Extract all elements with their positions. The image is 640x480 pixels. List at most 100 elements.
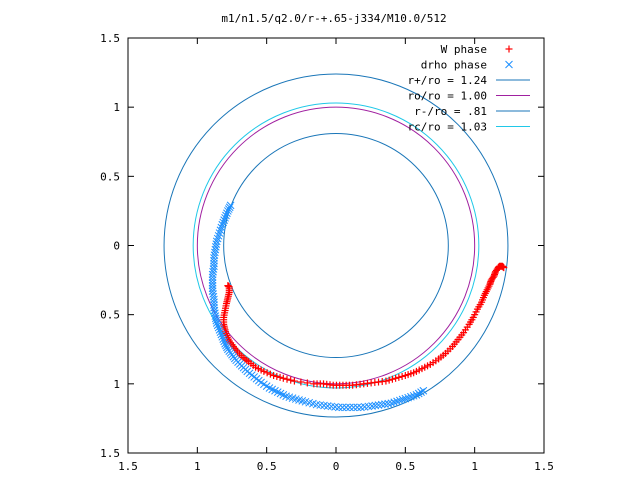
w-phase-point [287, 376, 295, 384]
w-phase-point [303, 379, 311, 387]
drho-phase-point [342, 403, 351, 412]
drho-phase-point [213, 321, 222, 330]
legend-label: drho phase [421, 59, 487, 72]
drho-phase-point [223, 207, 232, 215]
drho-phase-point [222, 211, 230, 220]
drho-phase-point [323, 402, 332, 410]
y-tick-label: 1.5 [100, 32, 120, 45]
legend-label: r+/ro = 1.24 [408, 74, 488, 87]
series-layer [208, 201, 508, 412]
drho-phase-point [221, 339, 229, 348]
legend-label: W phase [441, 43, 487, 56]
y-tick-label: 0.5 [100, 309, 120, 322]
drho-phase-point [217, 223, 226, 232]
w-phase-point [276, 373, 284, 381]
drho-phase-point [224, 205, 233, 213]
y-tick-label: 1.5 [100, 447, 120, 460]
drho-phase-point [215, 326, 224, 334]
circle-series-2 [163, 73, 509, 418]
w-phase-point [401, 372, 409, 380]
w-phase-point [266, 370, 274, 378]
circle-series-3 [196, 106, 476, 385]
drho-phase-point [419, 386, 428, 395]
drho-phase-point [210, 301, 218, 309]
drho-phase-point [222, 341, 230, 350]
drho-phase-point [360, 403, 369, 411]
drho-phase-point [213, 234, 222, 243]
drho-phase-point [212, 237, 221, 246]
drho-phase-point [216, 226, 225, 235]
drho-phase-point [374, 401, 383, 409]
drho-phase-point [223, 209, 231, 218]
drho-phase-point [377, 400, 386, 409]
drho-phase-point [208, 278, 217, 287]
y-tick-label: 0 [113, 240, 120, 253]
y-tick-label: 1 [113, 101, 120, 114]
legend-marker-sample [505, 60, 513, 69]
drho-phase-point [220, 337, 228, 346]
drho-phase-point [390, 398, 399, 407]
drho-phase-point [387, 399, 396, 408]
drho-phase-point [215, 229, 224, 237]
drho-phase-point [407, 392, 415, 401]
drho-phase-point [401, 394, 410, 403]
legend-label: rc/ro = 1.03 [408, 121, 487, 134]
drho-phase-point [216, 328, 225, 337]
drho-phase-point [212, 316, 221, 325]
x-tick-label: 1.5 [118, 460, 138, 473]
drho-phase-point [409, 391, 418, 400]
drho-phase-point [371, 401, 380, 410]
drho-phase-point [412, 391, 421, 399]
drho-phase-point [210, 303, 218, 312]
x-tick-label: 1.5 [534, 460, 554, 473]
drho-phase-point [364, 402, 373, 411]
w-phase-point [392, 374, 400, 382]
w-phase-point [310, 380, 318, 388]
drho-phase-point [212, 319, 221, 327]
drho-phase-point [393, 397, 401, 406]
w-phase-point [273, 372, 281, 380]
drho-phase-point [346, 403, 354, 412]
w-phase-point [283, 375, 291, 383]
drho-phase-point [223, 343, 231, 352]
drho-phase-point [327, 402, 336, 411]
w-phase-point [398, 372, 406, 380]
drho-phase-point [417, 388, 425, 396]
drho-phase-point [223, 345, 232, 354]
circle-series-5 [192, 102, 480, 389]
y-tick-label: 1 [113, 378, 120, 391]
drho-phase-point [214, 323, 223, 332]
x-tick-label: 0.5 [395, 460, 415, 473]
w-phase-point [385, 376, 393, 384]
drho-phase-point [221, 213, 229, 222]
drho-phase-point [225, 203, 234, 212]
drho-phase-point [334, 403, 343, 412]
drho-phase-point [331, 403, 339, 411]
x-tick-label: 1 [471, 460, 478, 473]
drho-phase-point [353, 403, 362, 412]
w-phase-point [395, 373, 403, 381]
drho-phase-point [349, 403, 358, 412]
drho-phase-point [214, 231, 223, 240]
drho-phase-point [210, 259, 218, 268]
circle-series-4 [223, 132, 449, 359]
drho-phase-point [316, 401, 325, 409]
legend-label: ro/ro = 1.00 [408, 90, 487, 103]
drho-phase-point [208, 287, 217, 296]
legend-label: r-/ro = .81 [414, 105, 487, 118]
drho-phase-point [220, 216, 228, 224]
drho-phase-point [218, 332, 227, 341]
drho-phase-point [208, 281, 217, 290]
drho-phase-point [218, 220, 227, 229]
x-tick-label: 0.5 [257, 460, 277, 473]
legend: W phase drho phase r+/ro = 1.24 ro/ro = 1.0… [408, 43, 530, 134]
legend-marker-sample [505, 45, 513, 53]
w-phase-point [297, 378, 305, 386]
drho-phase-point [219, 218, 228, 227]
drho-phase-point [217, 330, 226, 339]
drho-phase-point [210, 262, 218, 271]
drho-phase-point [226, 201, 235, 210]
w-phase-point [270, 372, 278, 380]
y-tick-label: 0.5 [100, 170, 120, 183]
